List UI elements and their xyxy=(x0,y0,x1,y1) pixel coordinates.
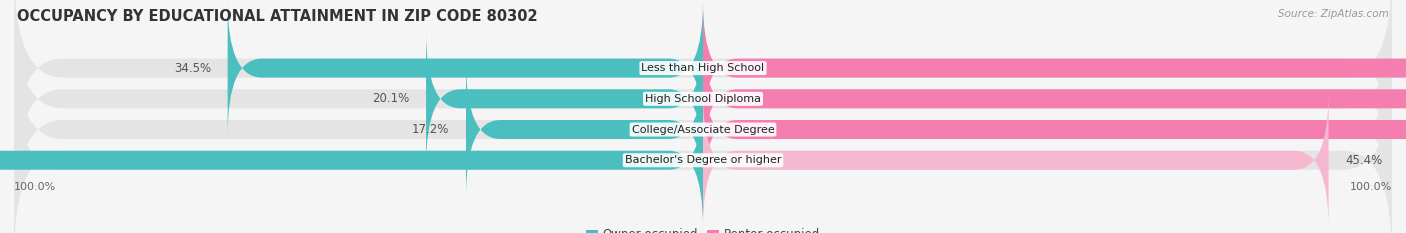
FancyBboxPatch shape xyxy=(14,31,1392,227)
Text: 17.2%: 17.2% xyxy=(412,123,450,136)
FancyBboxPatch shape xyxy=(0,93,703,227)
FancyBboxPatch shape xyxy=(426,31,703,166)
FancyBboxPatch shape xyxy=(14,0,1392,166)
FancyBboxPatch shape xyxy=(703,62,1406,197)
Text: Source: ZipAtlas.com: Source: ZipAtlas.com xyxy=(1278,9,1389,19)
Text: College/Associate Degree: College/Associate Degree xyxy=(631,124,775,134)
FancyBboxPatch shape xyxy=(465,62,703,197)
FancyBboxPatch shape xyxy=(703,93,1329,227)
FancyBboxPatch shape xyxy=(228,1,703,135)
Text: 45.4%: 45.4% xyxy=(1346,154,1382,167)
Text: Less than High School: Less than High School xyxy=(641,63,765,73)
Text: Bachelor's Degree or higher: Bachelor's Degree or higher xyxy=(624,155,782,165)
Text: 20.1%: 20.1% xyxy=(373,92,409,105)
FancyBboxPatch shape xyxy=(14,1,1392,197)
Text: OCCUPANCY BY EDUCATIONAL ATTAINMENT IN ZIP CODE 80302: OCCUPANCY BY EDUCATIONAL ATTAINMENT IN Z… xyxy=(17,9,537,24)
Text: 100.0%: 100.0% xyxy=(14,182,56,192)
FancyBboxPatch shape xyxy=(703,31,1406,166)
FancyBboxPatch shape xyxy=(14,62,1392,233)
Text: 100.0%: 100.0% xyxy=(1350,182,1392,192)
Text: High School Diploma: High School Diploma xyxy=(645,94,761,104)
Legend: Owner-occupied, Renter-occupied: Owner-occupied, Renter-occupied xyxy=(581,224,825,233)
Text: 34.5%: 34.5% xyxy=(174,62,211,75)
FancyBboxPatch shape xyxy=(703,1,1406,135)
